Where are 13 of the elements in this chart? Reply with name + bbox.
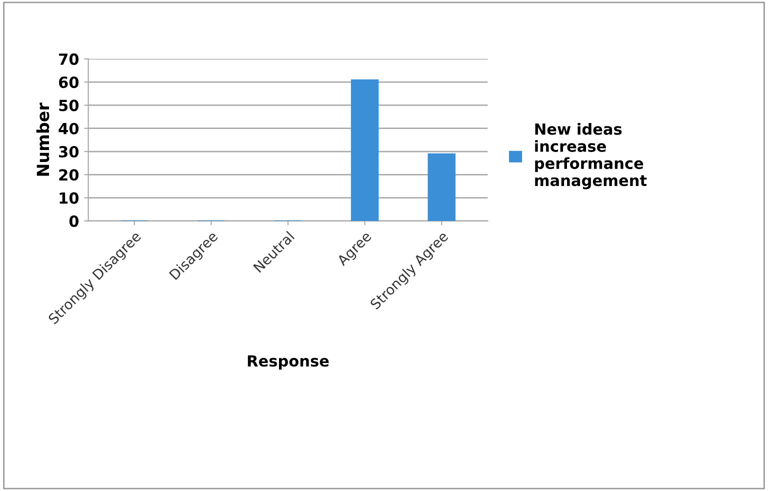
bar (350, 79, 379, 221)
y-tick-label: 50 (59, 100, 79, 112)
y-tick-label: 0 (69, 215, 79, 227)
y-tick-label: 60 (58, 76, 79, 88)
y-tick-label: 20 (59, 169, 79, 181)
y-tick-label: 40 (58, 122, 79, 134)
bar (428, 153, 456, 221)
y-tick-label: 30 (59, 146, 79, 158)
y-tick-label: 70 (59, 53, 79, 65)
x-axis-title: Response (248, 355, 329, 370)
y-tick-label: 10 (60, 192, 79, 204)
y-axis-title: Number (36, 102, 50, 176)
legend-label: New ideas increase performance management (535, 123, 647, 190)
